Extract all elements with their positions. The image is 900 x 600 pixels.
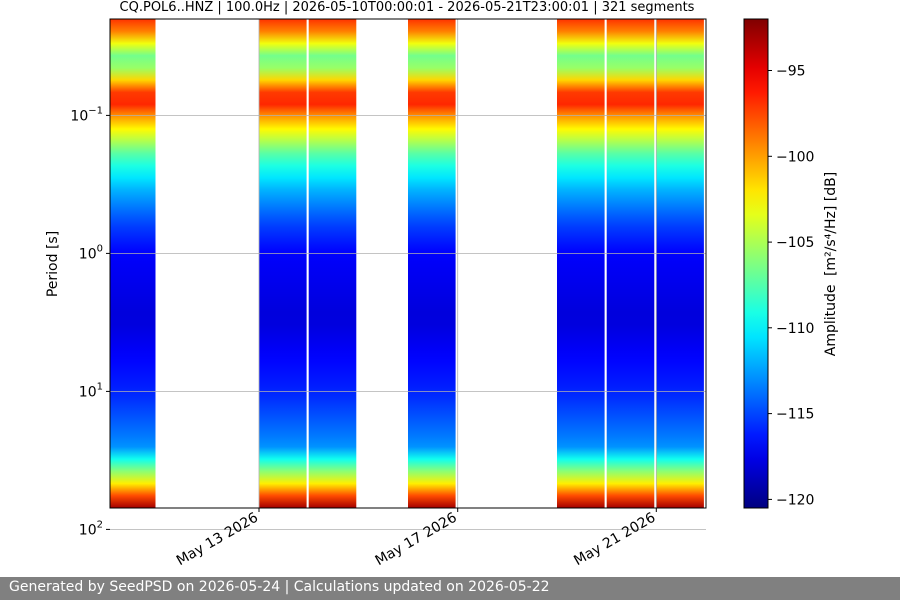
footer-text: Generated by SeedPSD on 2026-05-24 | Cal… [9, 579, 550, 595]
y-tick-label: 10−1 [70, 105, 103, 124]
psd-data-block [259, 19, 307, 508]
colorbar-tick-label: −105 [776, 235, 814, 251]
x-tick-label: May 17 2026 [373, 510, 460, 570]
grid-lines [110, 19, 706, 530]
y-tick-label: 100 [79, 243, 103, 262]
y-tick-label: 102 [79, 519, 103, 538]
colorbar-label: Amplitude [m²/s⁴/Hz] [dB] [823, 172, 839, 356]
spectrogram-plot-area [110, 19, 704, 508]
psd-data-block [308, 19, 357, 508]
y-axis-label: Period [s] [45, 231, 61, 297]
psd-data-block [606, 19, 655, 508]
psd-data-block [557, 19, 605, 508]
colorbar-label-name: Amplitude [823, 284, 839, 356]
colorbar-tick-label: −100 [776, 149, 814, 165]
psd-data-block [408, 19, 456, 508]
plot-frame [109, 18, 707, 509]
footer-bar: Generated by SeedPSD on 2026-05-24 | Cal… [0, 577, 900, 600]
y-axis: 10−1 100 101 102 [70, 105, 110, 538]
x-axis: May 13 2026 May 17 2026 May 21 2026 [174, 508, 658, 569]
x-tick-label: May 13 2026 [174, 510, 261, 570]
colorbar-tick-label: −95 [776, 64, 806, 80]
colorbar-gradient [743, 18, 769, 509]
colorbar-tick-label: −115 [776, 407, 814, 423]
psd-data-block [656, 19, 704, 508]
colorbar-tick-label: −120 [776, 492, 814, 508]
colorbar: −95 −100 −105 −110 −115 −120 [743, 18, 814, 509]
x-tick-label: May 21 2026 [571, 510, 658, 570]
colorbar-label-unit: [m²/s⁴/Hz] [dB] [823, 172, 839, 276]
chart-title: CQ.POL6..HNZ | 100.0Hz | 2026-05-10T00:0… [120, 0, 695, 15]
colorbar-tick-label: −110 [776, 321, 814, 337]
psd-data-block [110, 19, 156, 508]
y-tick-label: 101 [79, 381, 103, 400]
